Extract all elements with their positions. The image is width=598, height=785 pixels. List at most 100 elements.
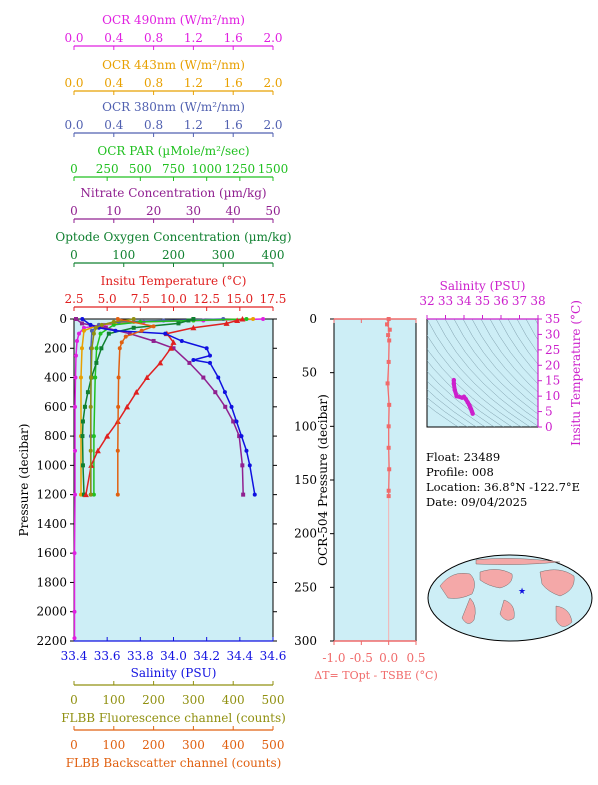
profile-point <box>91 434 96 439</box>
ts-x-tick-label: 36 <box>493 294 508 308</box>
ts-y-tick-label: 20 <box>545 358 560 372</box>
profile-point <box>190 324 197 331</box>
top-axis-tick-label: 5.0 <box>98 292 117 306</box>
top-axis-label: OCR 380nm (W/m²/nm) <box>102 100 245 114</box>
ts-y-tick-label: 15 <box>545 374 560 388</box>
top-axis-tick-label: 750 <box>162 162 185 176</box>
bottom-axis-tick-label: 500 <box>262 693 285 707</box>
bottom-axis-tick-label: 33.4 <box>61 649 88 663</box>
top-axis-tick-label: 1000 <box>191 162 222 176</box>
profile-series-line <box>75 318 244 495</box>
ts-x-tick-label: 35 <box>475 294 490 308</box>
delta-point <box>386 488 391 493</box>
bottom-axis-tick-label: 100 <box>102 693 125 707</box>
profile-point <box>222 390 227 395</box>
profile-point <box>81 492 86 497</box>
profile-point <box>239 434 244 439</box>
profile-point <box>187 360 192 365</box>
profile-point <box>123 334 128 339</box>
profile-point <box>106 331 111 336</box>
profile-point <box>111 322 116 327</box>
ts-x-tick-label: 37 <box>512 294 527 308</box>
profile-point <box>73 317 78 321</box>
top-axis-tick-label: 2.0 <box>263 76 282 90</box>
bottom-axis-label: FLBB Fluorescence channel (counts) <box>61 711 286 725</box>
profile-point <box>88 404 93 409</box>
profile-point <box>91 331 96 336</box>
ts-contour <box>507 319 538 365</box>
profile-point <box>89 375 94 380</box>
pressure-tick-label: 1800 <box>36 575 67 589</box>
profile-point <box>72 404 77 409</box>
delta-y-tick-label: 250 <box>294 580 317 594</box>
profile-point <box>117 346 122 351</box>
bottom-axis-tick-label: 200 <box>142 693 165 707</box>
profile-point <box>98 331 103 336</box>
bottom-axis-tick-label: 100 <box>102 738 125 752</box>
profile-point <box>151 324 156 329</box>
top-axis-tick-label: 40 <box>226 204 241 218</box>
pressure-tick-label: 200 <box>44 341 67 355</box>
delta-point <box>386 317 391 321</box>
ts-y-tick-label: 25 <box>545 343 560 357</box>
ts-density-contours <box>427 319 538 427</box>
top-axis-tick-label: 17.5 <box>260 292 287 306</box>
delta-y-tick-label: 200 <box>294 527 317 541</box>
profile-point <box>94 346 99 351</box>
profile-point <box>99 346 104 351</box>
profile-point <box>119 340 124 345</box>
top-axis-tick-label: 100 <box>112 248 135 262</box>
ts-x-tick-label: 38 <box>530 294 545 308</box>
profile-point <box>73 353 78 358</box>
world-map-landmass <box>479 569 513 589</box>
profile-point <box>72 448 77 453</box>
profile-point <box>251 317 256 321</box>
top-axis-tick-label: 10.0 <box>160 292 187 306</box>
profile-point <box>179 338 184 343</box>
profile-point <box>231 419 236 424</box>
delta-x-tick-label: 0.0 <box>379 651 398 665</box>
profile-point <box>88 322 93 327</box>
top-axis-tick-label: 1.2 <box>184 31 203 45</box>
pressure-tick-label: 400 <box>44 371 67 385</box>
world-map-landmass <box>539 569 575 597</box>
profile-point <box>115 317 120 321</box>
profile-point <box>252 492 257 497</box>
profile-point <box>80 419 85 424</box>
profile-point <box>76 331 81 336</box>
bottom-axis-tick-label: 400 <box>222 693 245 707</box>
top-axis-tick-label: 400 <box>262 248 285 262</box>
profile-point <box>91 492 96 497</box>
profile-point <box>216 375 221 380</box>
profile-point <box>93 325 98 330</box>
delta-point <box>387 338 392 343</box>
profile-point <box>223 320 230 326</box>
delta-point <box>385 381 390 386</box>
profile-point <box>80 434 85 439</box>
delta-x-axis-label: ΔT= TOpt - TSBE (°C) <box>314 669 438 682</box>
profile-series-line <box>81 318 194 495</box>
profile-point <box>72 492 77 497</box>
profile-series-line <box>89 318 134 495</box>
profile-point <box>88 448 93 453</box>
profile-point <box>234 317 241 323</box>
world-map-landmass <box>461 597 476 624</box>
profile-point <box>186 318 191 323</box>
profile-point <box>74 338 79 343</box>
profile-point <box>93 375 98 380</box>
profile-point <box>176 321 181 326</box>
profile-plot-area <box>73 318 274 642</box>
top-axis-tick-label: 30 <box>186 204 201 218</box>
profile-point <box>113 328 118 333</box>
delta-plot-area <box>333 318 417 642</box>
ts-contour <box>480 319 538 393</box>
profile-point <box>131 325 136 330</box>
profile-point <box>237 434 242 439</box>
profile-point <box>163 331 168 336</box>
top-axis-tick-label: 12.5 <box>193 292 220 306</box>
delta-point <box>386 445 391 450</box>
profile-point <box>72 609 77 614</box>
profile-series-line <box>117 318 157 495</box>
profile-point <box>139 328 144 333</box>
top-axis-tick-label: 1250 <box>225 162 256 176</box>
